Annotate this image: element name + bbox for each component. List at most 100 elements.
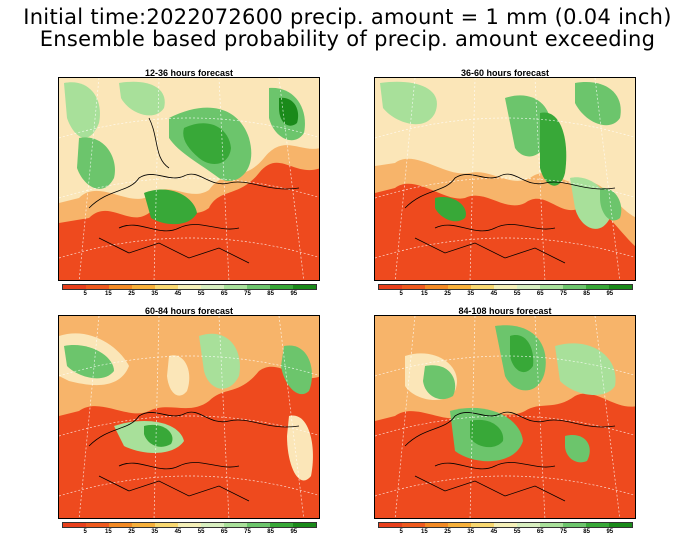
colorbar-label: 35 <box>467 291 475 297</box>
colorbar-label: 45 <box>490 291 498 297</box>
colorbar-swatch <box>540 285 563 289</box>
colorbar-labels-top-right: 5 15 25 35 45 55 65 75 85 95 <box>378 291 633 300</box>
colorbar-swatch <box>86 285 109 289</box>
colorbar-swatch <box>247 285 270 289</box>
colorbar-swatch <box>270 285 293 289</box>
colorbar-label: 65 <box>536 291 544 297</box>
colorbar-swatch <box>155 285 178 289</box>
colorbar-label: 95 <box>290 529 298 535</box>
colorbar-swatch <box>517 523 540 527</box>
colorbar-label: 85 <box>267 529 274 535</box>
colorbar-top-left <box>62 284 317 290</box>
panel-title-60-84: 60-84 hours forecast <box>144 306 234 316</box>
colorbar-label: 55 <box>513 529 521 535</box>
colorbar-label: 85 <box>583 291 590 297</box>
colorbar-label: 25 <box>128 529 135 535</box>
colorbar-label: 5 <box>399 291 403 297</box>
colorbar-label: 25 <box>444 529 451 535</box>
colorbar-label: 45 <box>174 529 182 535</box>
colorbar-label: 15 <box>421 529 428 535</box>
colorbar-swatch <box>494 523 517 527</box>
colorbar-top-right <box>378 284 633 290</box>
colorbar-label: 65 <box>536 529 544 535</box>
colorbar-label: 15 <box>421 291 428 297</box>
colorbar-swatch <box>540 523 563 527</box>
colorbar-swatch <box>425 285 448 289</box>
colorbar-label: 95 <box>606 291 614 297</box>
colorbar-label: 5 <box>83 529 87 535</box>
colorbar-swatch <box>471 285 494 289</box>
colorbar-label: 35 <box>151 529 159 535</box>
map-panel-60-84 <box>58 315 320 519</box>
colorbar-swatch <box>132 523 155 527</box>
map-panel-36-60 <box>374 77 636 281</box>
colorbar-label: 95 <box>606 529 614 535</box>
map-panel-84-108 <box>374 315 636 519</box>
main-title: Initial time:2022072600 precip. amount =… <box>23 5 672 29</box>
colorbar-swatch <box>563 523 586 527</box>
colorbar-label: 15 <box>105 291 112 297</box>
colorbar-label: 85 <box>267 291 274 297</box>
colorbar-swatch <box>379 523 402 527</box>
colorbar-swatch <box>402 523 425 527</box>
colorbar-swatch <box>379 285 402 289</box>
colorbar-labels-bottom-right: 5 15 25 35 45 55 65 75 85 95 <box>378 529 633 538</box>
colorbar-label: 75 <box>560 529 567 535</box>
colorbar-labels-top-left: 5 15 25 35 45 55 65 75 85 95 <box>62 291 317 300</box>
colorbar-label: 75 <box>244 529 251 535</box>
colorbar-swatch <box>293 523 316 527</box>
colorbar-label: 55 <box>197 291 205 297</box>
colorbar-swatch <box>609 523 632 527</box>
colorbar-label: 35 <box>467 529 475 535</box>
panel-title-84-108: 84-108 hours forecast <box>458 306 552 316</box>
colorbar-label: 35 <box>151 291 159 297</box>
colorbar-swatch <box>270 523 293 527</box>
colorbar-swatch <box>178 285 201 289</box>
colorbar-label: 45 <box>174 291 182 297</box>
colorbar-swatch <box>586 285 609 289</box>
colorbar-bottom-right <box>378 522 633 528</box>
colorbar-swatch <box>86 523 109 527</box>
colorbar-swatch <box>178 523 201 527</box>
colorbar-swatch <box>224 523 247 527</box>
colorbar-swatch <box>63 285 86 289</box>
colorbar-labels-bottom-left: 5 15 25 35 45 55 65 75 85 95 <box>62 529 317 538</box>
colorbar-label: 65 <box>220 291 228 297</box>
colorbar-swatch <box>402 285 425 289</box>
colorbar-swatch <box>448 285 471 289</box>
colorbar-swatch <box>448 523 471 527</box>
panel-title-36-60: 36-60 hours forecast <box>460 68 550 78</box>
colorbar-swatch <box>201 285 224 289</box>
colorbar-label: 75 <box>244 291 251 297</box>
colorbar-bottom-left <box>62 522 317 528</box>
colorbar-label: 55 <box>197 529 205 535</box>
colorbar-label: 45 <box>490 529 498 535</box>
colorbar-label: 95 <box>290 291 298 297</box>
colorbar-swatch <box>109 285 132 289</box>
colorbar-label: 25 <box>444 291 451 297</box>
panel-title-12-36: 12-36 hours forecast <box>144 68 234 78</box>
colorbar-swatch <box>425 523 448 527</box>
colorbar-swatch <box>109 523 132 527</box>
colorbar-label: 55 <box>513 291 521 297</box>
colorbar-swatch <box>609 285 632 289</box>
colorbar-swatch <box>155 523 178 527</box>
colorbar-swatch <box>224 285 247 289</box>
colorbar-label: 15 <box>105 529 112 535</box>
colorbar-swatch <box>201 523 224 527</box>
colorbar-swatch <box>563 285 586 289</box>
colorbar-swatch <box>63 523 86 527</box>
colorbar-label: 65 <box>220 529 228 535</box>
colorbar-swatch <box>247 523 270 527</box>
main-subtitle: Ensemble based probability of precip. am… <box>39 27 656 51</box>
map-panel-12-36 <box>58 77 320 281</box>
colorbar-label: 75 <box>560 291 567 297</box>
colorbar-swatch <box>586 523 609 527</box>
colorbar-label: 5 <box>399 529 403 535</box>
colorbar-swatch <box>517 285 540 289</box>
colorbar-label: 25 <box>128 291 135 297</box>
colorbar-swatch <box>494 285 517 289</box>
colorbar-swatch <box>132 285 155 289</box>
colorbar-swatch <box>293 285 316 289</box>
colorbar-swatch <box>471 523 494 527</box>
